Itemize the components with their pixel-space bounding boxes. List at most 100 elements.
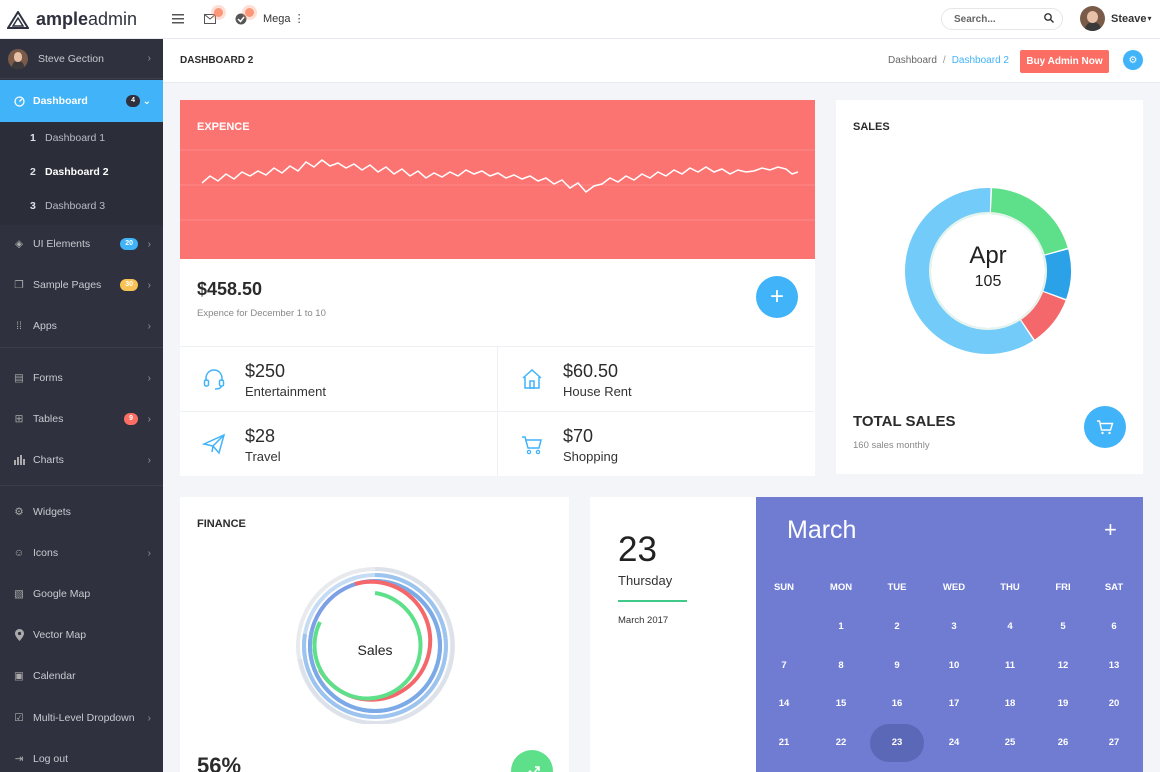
chevron-right-icon: ›: [147, 372, 151, 384]
finance-radial-chart: [296, 566, 455, 724]
tasks-icon[interactable]: [231, 8, 254, 28]
weekday-header: SUN: [773, 582, 795, 593]
sidebar-subitem-dashboard-1[interactable]: 1 Dashboard 1: [30, 132, 106, 144]
sidebar-item-google-map[interactable]: ▧ Google Map: [0, 574, 163, 614]
calendar-day[interactable]: 12: [1057, 659, 1069, 671]
cart-icon: [1097, 420, 1114, 435]
calendar-add-button[interactable]: +: [1104, 517, 1117, 542]
grid-icon: ⁞⁞: [16, 320, 22, 332]
breadcrumb-link-dashboard[interactable]: Dashboard: [888, 55, 937, 66]
cart-button[interactable]: [1084, 406, 1126, 448]
brand-logo[interactable]: ampleadmin: [0, 0, 163, 39]
sidebar-item-dashboard[interactable]: Dashboard 4 ⌄: [0, 80, 163, 122]
sidebar-item-sample-pages[interactable]: ❐ Sample Pages 30 ›: [0, 265, 163, 305]
calendar-day[interactable]: 6: [1111, 621, 1117, 632]
calendar-day[interactable]: 24: [948, 736, 960, 748]
sales-title: SALES: [853, 121, 890, 133]
trend-button[interactable]: [511, 750, 553, 772]
sidebar-item-charts[interactable]: Charts ›: [0, 440, 163, 480]
headset-icon: [202, 367, 228, 393]
smiley-icon: ☺: [13, 547, 25, 559]
sidebar-item-apps[interactable]: ⁞⁞ Apps ›: [0, 306, 163, 346]
calendar-day[interactable]: 4: [1007, 621, 1013, 632]
notification-dot: [245, 8, 254, 17]
calendar-day[interactable]: 21: [778, 736, 790, 748]
mega-menu[interactable]: Mega ⋮: [263, 13, 305, 25]
calendar-day[interactable]: 22: [835, 736, 847, 748]
search-input[interactable]: Search...: [941, 8, 1063, 30]
sidebar-item-label: Dashboard: [33, 95, 88, 107]
calendar-day[interactable]: 25: [1004, 736, 1016, 748]
trending-up-icon: [527, 766, 540, 772]
weekday-header: THU: [1000, 582, 1020, 593]
expense-item-entertainment: $250 Entertainment: [180, 346, 497, 411]
logo-icon: [7, 10, 29, 29]
finance-card: FINANCE Sales 56%: [180, 497, 569, 772]
calendar-day[interactable]: 27: [1108, 736, 1120, 748]
sidebar-item-forms[interactable]: ▤ Forms ›: [0, 358, 163, 398]
logout-icon: ⇥: [14, 753, 24, 765]
map-pin-icon: [12, 628, 26, 642]
profile-name: Steve Gection: [38, 52, 104, 65]
calendar-day[interactable]: 11: [1004, 659, 1016, 671]
menu-toggle-icon[interactable]: [168, 10, 188, 28]
donut-segment: [1041, 249, 1071, 300]
sidebar-subitem-dashboard-2[interactable]: 2 Dashboard 2: [30, 166, 109, 178]
calendar-day[interactable]: 5: [1060, 621, 1066, 632]
map-icon: ▧: [14, 588, 24, 600]
sidebar-item-ui-elements[interactable]: ◈ UI Elements 20 ›: [0, 224, 163, 264]
calendar-day[interactable]: 10: [948, 659, 960, 671]
settings-gear-icon[interactable]: ⚙: [1123, 50, 1143, 70]
calendar-day[interactable]: 23: [891, 736, 903, 748]
calendar-day[interactable]: 15: [835, 698, 847, 709]
dashboard-submenu: [0, 122, 163, 225]
sidebar-item-icons[interactable]: ☺ Icons ›: [13, 547, 151, 559]
weekday-header: TUE: [887, 582, 907, 593]
copy-icon: ❐: [14, 279, 24, 291]
page-title: DASHBOARD 2: [180, 55, 254, 66]
date-day: 23: [618, 530, 657, 569]
sidebar-item-tables[interactable]: ⊞ Tables 9 ›: [0, 399, 163, 439]
expense-item-shopping: $70 Shopping: [497, 411, 814, 476]
finance-title: FINANCE: [197, 518, 246, 530]
calendar-day[interactable]: 16: [891, 698, 903, 709]
calendar-day[interactable]: 1: [838, 621, 844, 632]
sidebar-item-calendar[interactable]: ▣ Calendar: [0, 656, 163, 696]
calendar-day[interactable]: 7: [781, 659, 787, 671]
sidebar-item-log-out[interactable]: ⇥ Log out: [0, 739, 163, 772]
sidebar-subitem-dashboard-3[interactable]: 3 Dashboard 3: [30, 200, 106, 212]
calendar-day[interactable]: 13: [1108, 659, 1120, 671]
calendar-day[interactable]: 26: [1057, 736, 1069, 748]
calendar-day[interactable]: 18: [1004, 698, 1016, 709]
notification-dot: [214, 8, 223, 17]
expense-subtitle: Expence for December 1 to 10: [197, 308, 326, 319]
count-badge: 30: [120, 279, 138, 291]
finance-center-label: Sales: [357, 642, 393, 658]
buy-admin-button[interactable]: Buy Admin Now: [1020, 50, 1109, 73]
calendar-day[interactable]: 3: [951, 621, 957, 632]
calendar-day[interactable]: 20: [1108, 698, 1120, 709]
sidebar-item-multi-level-dropdown[interactable]: ☑ Multi-Level Dropdown ›: [0, 698, 163, 738]
search-icon[interactable]: [1044, 13, 1054, 26]
weekday-header: SAT: [1104, 582, 1124, 593]
user-menu[interactable]: Steave ▾: [1080, 6, 1152, 31]
calendar-day[interactable]: 9: [894, 659, 900, 671]
breadcrumb-separator: /: [942, 55, 946, 66]
avatar: [1080, 6, 1105, 31]
expense-title: EXPENCE: [197, 121, 250, 133]
calendar-day[interactable]: 14: [778, 698, 790, 709]
calendar-day[interactable]: 2: [894, 621, 900, 632]
avatar: [8, 48, 28, 69]
sidebar-profile[interactable]: Steve Gection ›: [0, 39, 163, 79]
calendar-day[interactable]: 19: [1057, 698, 1069, 709]
expense-chart-panel: EXPENCE: [180, 100, 815, 259]
add-expense-button[interactable]: +: [756, 276, 798, 318]
donut-segment: [905, 188, 1034, 354]
calendar-day[interactable]: 17: [948, 698, 960, 709]
donut-segment: [990, 188, 1068, 256]
calendar-day[interactable]: 8: [838, 659, 844, 671]
messages-icon[interactable]: [200, 8, 223, 28]
user-name: Steave: [1111, 12, 1147, 25]
sidebar-item-widgets[interactable]: ⚙ Widgets: [0, 492, 163, 532]
sidebar-item-vector-map[interactable]: Vector Map: [0, 615, 163, 655]
